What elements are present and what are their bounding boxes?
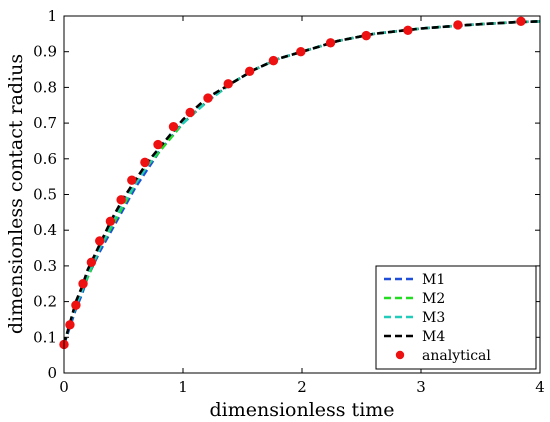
y-tick-label: 0.2 [33, 293, 57, 311]
legend-label-analytical: analytical [422, 348, 491, 364]
data-point-analytical [140, 157, 150, 168]
legend: M1 M2 M3 M4 analytical [375, 265, 537, 370]
x-axis-label: dimensionless time [209, 399, 394, 421]
data-point-analytical [325, 38, 336, 48]
data-point-analytical [223, 79, 233, 89]
data-point-analytical [516, 16, 526, 27]
y-tick-label: 0.9 [33, 43, 57, 61]
y-tick-label: 0.5 [33, 186, 57, 204]
data-point-analytical [95, 236, 105, 246]
y-tick-label: 0.3 [33, 257, 57, 275]
data-point-analytical [86, 257, 97, 268]
data-point-analytical [153, 139, 163, 150]
legend-label-m3: M3 [422, 310, 445, 326]
data-point-analytical [127, 175, 137, 185]
data-point-analytical [403, 25, 413, 35]
x-tick-label: 2 [297, 378, 307, 396]
data-point-analytical [105, 216, 116, 226]
marker-layer [59, 16, 526, 350]
data-point-analytical [361, 30, 371, 41]
data-point-analytical [116, 195, 126, 205]
y-tick-label: 0.4 [33, 221, 57, 239]
data-point-analytical [296, 47, 306, 57]
y-tick-label: 0.8 [33, 78, 57, 96]
data-point-analytical [168, 121, 179, 132]
x-tick-label: 0 [59, 378, 69, 396]
x-tick-label: 1 [178, 378, 188, 396]
data-point-analytical [244, 66, 255, 77]
y-tick-label: 1 [47, 7, 57, 25]
data-point-analytical [203, 93, 213, 103]
ticks-layer: 0 1 2 3 4 0 0.1 0.2 0.3 0.4 0.5 0.6 0.7 0.8 0.9 1 [33, 7, 545, 396]
data-point-analytical [453, 20, 463, 30]
x-tick-label: 4 [535, 378, 545, 396]
data-point-analytical [71, 300, 81, 310]
y-tick-label: 0.1 [33, 328, 57, 346]
x-tick-label: 3 [416, 378, 426, 396]
data-point-analytical [65, 320, 75, 330]
legend-label-m1: M1 [422, 272, 445, 288]
data-point-analytical [268, 55, 279, 66]
data-point-analytical [78, 279, 88, 289]
legend-marker-analytical [395, 350, 405, 360]
legend-label-m4: M4 [422, 329, 445, 345]
data-point-analytical [185, 107, 195, 118]
y-tick-label: 0.7 [33, 114, 57, 132]
legend-label-m2: M2 [422, 291, 445, 307]
y-tick-label: 0.6 [33, 150, 57, 168]
y-tick-label: 0 [47, 364, 57, 382]
y-axis-label: dimensionless contact radius [5, 54, 27, 334]
